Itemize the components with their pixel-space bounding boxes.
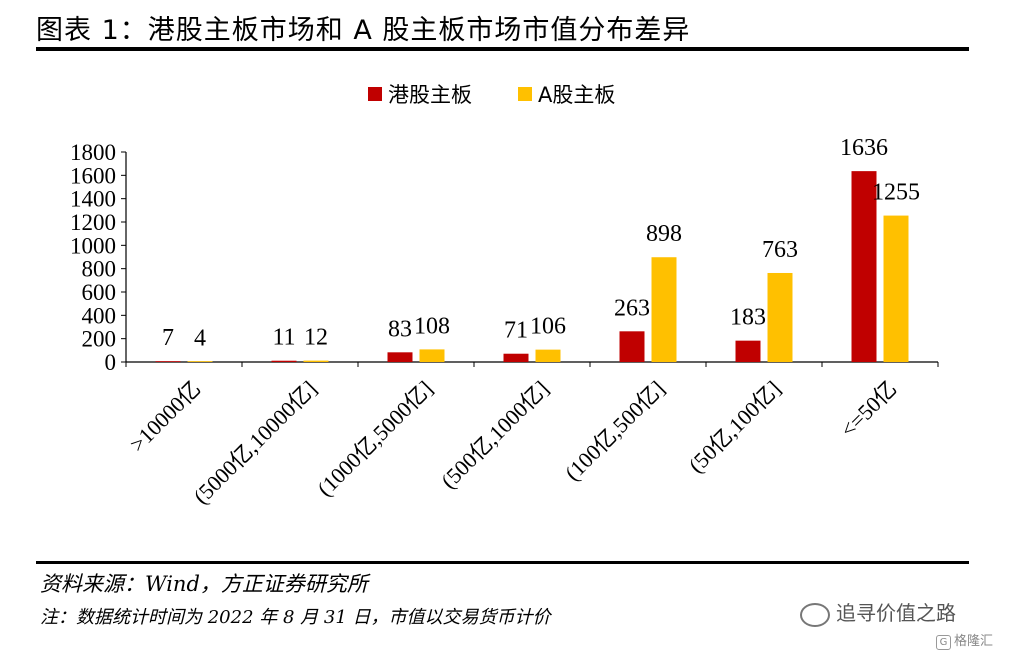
- bar: [767, 272, 793, 362]
- top-rule: [36, 47, 969, 51]
- x-tick-label: (500亿,1000亿]: [436, 376, 553, 493]
- legend-label-0: 港股主板: [388, 83, 472, 107]
- bar: [387, 352, 413, 362]
- y-tick-label: 1400: [70, 187, 116, 212]
- legend-swatch-0: [368, 87, 382, 101]
- y-tick-label: 1800: [70, 140, 116, 165]
- chart-title: 图表 1：港股主板市场和 A 股主板市场市值分布差异: [36, 15, 691, 46]
- y-tick-label: 0: [105, 350, 117, 375]
- bar: [619, 331, 645, 362]
- bar: [535, 349, 561, 362]
- x-tick-label: (1000亿,5000亿]: [312, 376, 437, 501]
- y-tick-label: 1600: [70, 163, 116, 188]
- bar: [419, 349, 445, 362]
- data-label: 4: [194, 326, 206, 352]
- data-label: 106: [530, 314, 566, 340]
- x-tick-label: (100亿,500亿]: [560, 376, 670, 486]
- data-label: 108: [414, 313, 450, 339]
- bar: [187, 361, 213, 362]
- legend-swatch-1: [518, 87, 532, 101]
- data-label: 183: [730, 305, 766, 331]
- y-tick-label: 1000: [70, 233, 116, 258]
- data-label: 763: [762, 237, 798, 263]
- x-tick-label: (50亿,100亿]: [684, 376, 786, 478]
- bar: [503, 353, 529, 362]
- data-label: 263: [614, 295, 650, 321]
- x-tick-label: <=50亿: [835, 376, 901, 442]
- data-label: 71: [504, 318, 528, 344]
- wechat-watermark: 追寻价值之路: [800, 597, 956, 627]
- data-label: 7: [162, 325, 174, 351]
- data-label: 1636: [840, 135, 888, 161]
- bar: [883, 215, 909, 362]
- wechat-icon: [800, 602, 830, 627]
- x-tick-label: (5000亿,10000亿]: [188, 376, 321, 509]
- y-tick-label: 800: [82, 257, 117, 282]
- note-text: 注：数据统计时间为 2022 年 8 月 31 日，市值以交易货币计价: [40, 607, 551, 628]
- y-tick-label: 600: [82, 280, 117, 305]
- y-tick-label: 200: [82, 327, 117, 352]
- source-text: 资料来源：Wind，方正证券研究所: [40, 572, 368, 596]
- legend-label-1: A股主板: [538, 83, 615, 107]
- brand-logo-icon: G: [936, 635, 951, 650]
- bottom-rule: [36, 561, 969, 564]
- data-label: 1255: [872, 180, 920, 206]
- y-tick-label: 1200: [70, 210, 116, 235]
- data-label: 898: [646, 221, 682, 247]
- bar-chart: 港股主板 A股主板 02004006008001000120014001600180…: [70, 83, 939, 509]
- bar: [735, 340, 761, 362]
- brand-watermark-text: 格隆汇: [954, 634, 994, 649]
- bar: [303, 360, 329, 362]
- data-label: 83: [388, 316, 412, 342]
- bar: [155, 361, 181, 362]
- data-label: 12: [304, 325, 328, 351]
- data-label: 11: [272, 325, 295, 351]
- wechat-watermark-text: 追寻价值之路: [836, 601, 956, 625]
- bar: [271, 360, 297, 362]
- y-tick-label: 400: [82, 303, 117, 328]
- bar: [651, 257, 677, 362]
- brand-watermark: G 格隆汇: [936, 630, 993, 650]
- x-tick-label: >10000亿: [125, 376, 206, 457]
- bar: [851, 171, 877, 362]
